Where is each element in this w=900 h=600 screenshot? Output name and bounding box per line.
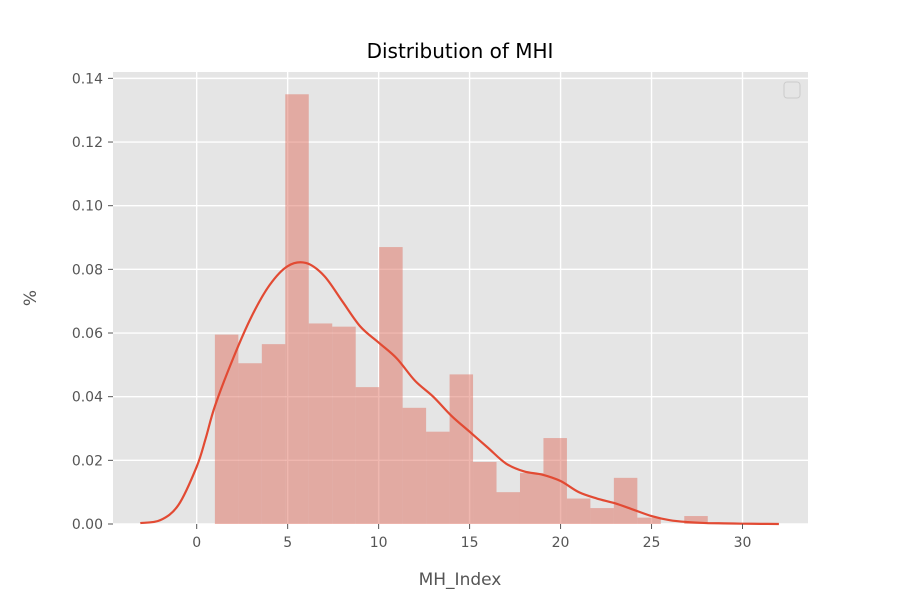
- kde-line: [140, 261, 779, 526]
- legend: [783, 81, 801, 99]
- y-tick-label: 0.08: [72, 262, 103, 278]
- x-tick-label: 10: [370, 535, 388, 551]
- y-axis-label: %: [21, 290, 41, 306]
- histogram-bar: [308, 323, 333, 524]
- histogram-bar: [402, 407, 427, 524]
- x-tick-label: 25: [643, 535, 661, 551]
- histogram-bar: [426, 431, 450, 524]
- histogram-bars: [214, 94, 708, 525]
- histogram-bar: [519, 473, 544, 524]
- x-axis-label: MH_Index: [419, 570, 502, 590]
- histogram-bar: [637, 517, 661, 524]
- y-tick-label: 0.02: [72, 453, 103, 469]
- x-tick-label: 20: [552, 535, 570, 551]
- histogram-bar: [684, 516, 708, 524]
- histogram-bar: [566, 498, 591, 524]
- chart-title: Distribution of MHI: [367, 39, 554, 63]
- x-tick-label: 0: [192, 535, 201, 551]
- y-tick-label: 0.06: [72, 326, 103, 342]
- x-tick-label: 30: [734, 535, 752, 551]
- histogram-bar: [473, 461, 497, 524]
- x-tick-label: 15: [461, 535, 479, 551]
- histogram-bar: [543, 438, 567, 524]
- y-tick-label: 0.04: [72, 390, 103, 406]
- histogram-bar: [214, 334, 239, 524]
- histogram-bar: [332, 326, 356, 524]
- histogram-bar: [379, 247, 403, 524]
- histogram-bar: [449, 374, 474, 524]
- legend-box: [783, 81, 801, 99]
- y-tick-label: 0.14: [72, 71, 103, 87]
- histogram-bar: [238, 363, 262, 524]
- y-tick-label: 0.00: [72, 517, 103, 533]
- y-tick-label: 0.10: [72, 199, 103, 215]
- axis-ticks: 0 5 10 15 20 25 30 0.00 0.02 0.04 0.06 0.08 0.10 0.12…: [72, 71, 752, 551]
- histogram-bar: [590, 508, 614, 524]
- histogram-bar: [261, 344, 286, 524]
- x-tick-label: 5: [283, 535, 292, 551]
- histogram-bar: [496, 492, 520, 524]
- histogram-bar: [285, 94, 309, 525]
- histogram-bar: [613, 477, 638, 524]
- histogram-bar: [355, 387, 380, 524]
- y-tick-label: 0.12: [72, 135, 103, 151]
